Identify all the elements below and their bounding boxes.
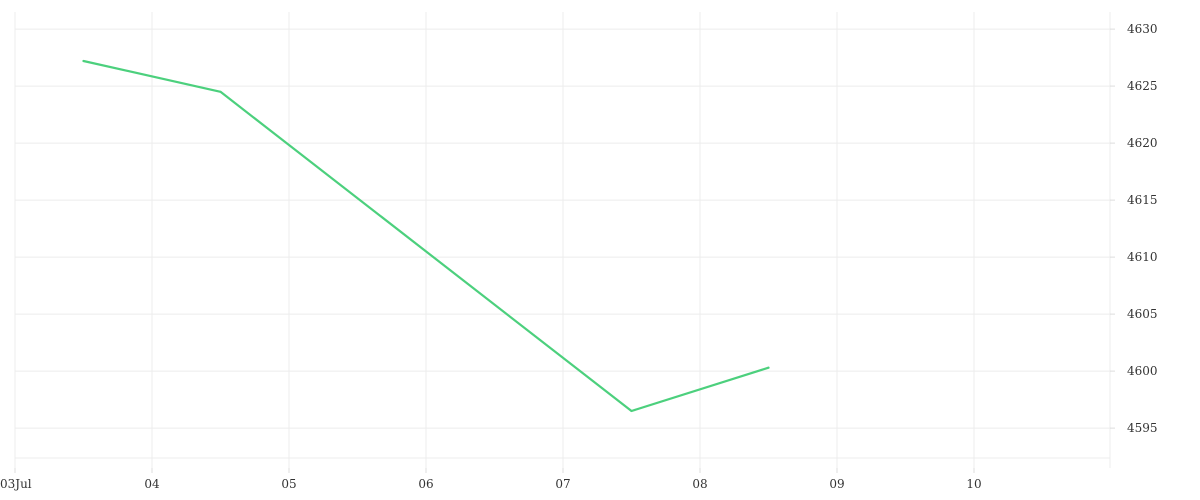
y-tick-label: 4625 (1127, 79, 1158, 93)
y-tick-label: 4610 (1127, 250, 1158, 264)
y-tick-label: 4595 (1127, 421, 1158, 435)
x-tick-label: 07 (555, 477, 570, 491)
y-tick-label: 4615 (1127, 193, 1158, 207)
series-layer (82, 59, 770, 413)
x-tick-label: 06 (418, 477, 433, 491)
data-point (630, 410, 633, 412)
x-tick-label: 08 (692, 477, 707, 491)
data-point (82, 60, 85, 63)
x-axis: 03Jul 04 05 06 07 08 09 10 (0, 477, 982, 491)
series-line (82, 59, 770, 413)
data-point (767, 366, 770, 369)
x-tick-label: 05 (281, 477, 296, 491)
grid (14, 12, 1115, 473)
y-tick-label: 4600 (1127, 364, 1158, 378)
y-axis: 4595 4600 4605 4610 4615 4620 4625 4630 (1127, 22, 1158, 435)
x-tick-label: 10 (966, 477, 981, 491)
y-tick-label: 4630 (1127, 22, 1158, 36)
x-tick-label: 03Jul (0, 477, 32, 491)
x-tick-label: 04 (144, 477, 160, 491)
y-tick-label: 4605 (1127, 307, 1158, 321)
x-tick-label: 09 (829, 477, 844, 491)
y-tick-label: 4620 (1127, 136, 1158, 150)
data-point (219, 90, 222, 93)
